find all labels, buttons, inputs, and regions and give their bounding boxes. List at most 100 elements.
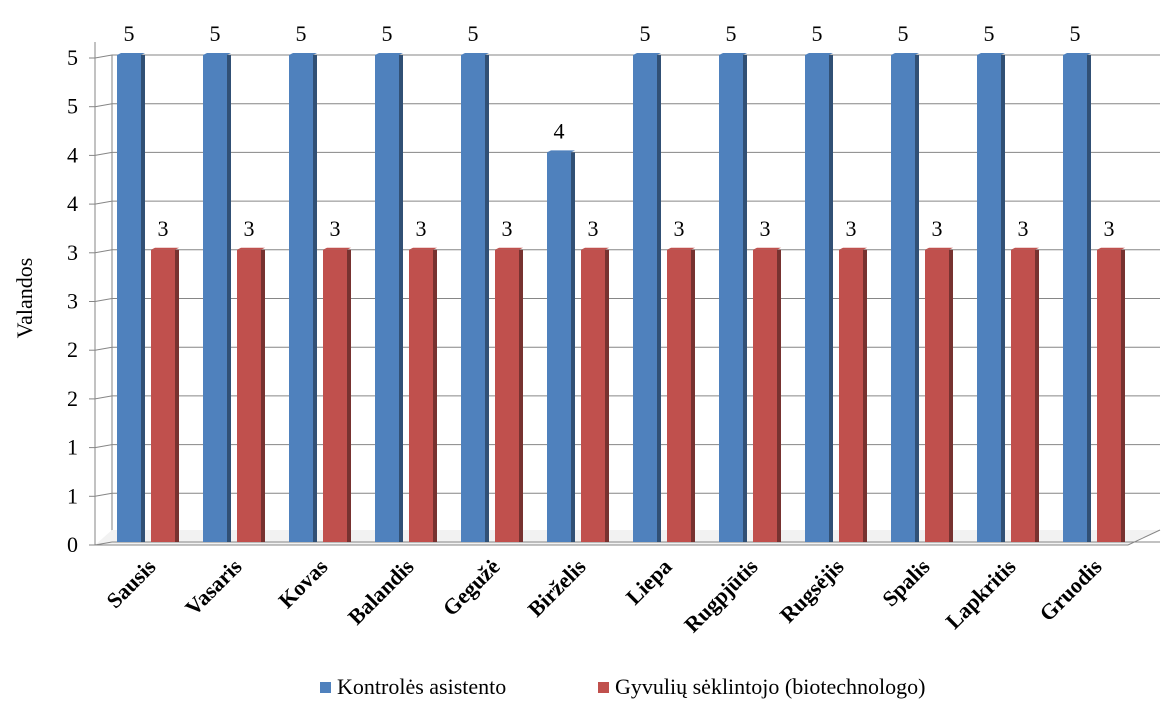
bar-top-kontroles (891, 53, 919, 55)
bar-side-gyvuliu (1121, 249, 1125, 543)
gridline-side (94, 492, 113, 497)
data-label: 4 (554, 118, 565, 143)
bar-top-kontroles (977, 53, 1005, 55)
x-tick-label: Rugsėjis (775, 554, 849, 628)
y-tick-label: 0 (67, 532, 78, 557)
bar-side-gyvuliu (949, 249, 953, 543)
bar-gyvuliu (925, 249, 949, 543)
bar-side-kontroles (571, 152, 575, 542)
gridline-side (94, 151, 113, 156)
bar-top-gyvuliu (409, 247, 437, 250)
bar-side-gyvuliu (777, 249, 781, 543)
bar-kontroles (1063, 55, 1087, 542)
bar-kontroles (891, 55, 915, 542)
legend-item-kontroles: Kontrolės asistento (320, 674, 506, 700)
legend-swatch-red (598, 681, 609, 693)
bar-kontroles (289, 55, 313, 542)
bar-side-kontroles (141, 55, 145, 542)
gridline-side (94, 346, 113, 351)
y-tick-label: 1 (67, 435, 78, 460)
bar-gyvuliu (151, 249, 175, 543)
gridline-side (94, 444, 113, 449)
data-label: 5 (124, 21, 135, 46)
y-tick-label: 3 (67, 240, 78, 265)
data-label: 3 (330, 216, 341, 241)
bar-side-kontroles (1001, 55, 1005, 542)
x-tick-label: Birželis (523, 554, 591, 622)
bar-side-kontroles (915, 55, 919, 542)
data-label: 3 (244, 216, 255, 241)
data-label: 5 (984, 21, 995, 46)
gridline-side (94, 200, 113, 205)
bar-gyvuliu (409, 249, 433, 543)
x-tick-label: Rugpjūtis (679, 554, 763, 638)
bar-gyvuliu (581, 249, 605, 543)
bar-top-kontroles (203, 53, 231, 55)
bar-side-kontroles (313, 55, 317, 542)
bar-kontroles (805, 55, 829, 542)
data-label: 3 (846, 216, 857, 241)
x-tick-label: Gruodis (1034, 554, 1106, 626)
bar-kontroles (719, 55, 743, 542)
bar-side-gyvuliu (519, 249, 523, 543)
bar-gyvuliu (839, 249, 863, 543)
data-label: 3 (502, 216, 513, 241)
data-label: 5 (468, 21, 479, 46)
data-label: 5 (296, 21, 307, 46)
bar-side-gyvuliu (691, 249, 695, 543)
bars (117, 53, 1125, 543)
bar-side-gyvuliu (433, 249, 437, 543)
y-tick-label: 5 (67, 94, 78, 119)
bar-gyvuliu (323, 249, 347, 543)
bar-gyvuliu (667, 249, 691, 543)
bar-top-gyvuliu (925, 247, 953, 250)
data-label: 3 (674, 216, 685, 241)
bar-top-gyvuliu (753, 247, 781, 250)
x-tick-label: Liepa (621, 554, 677, 610)
bar-kontroles (461, 55, 485, 542)
bar-top-gyvuliu (667, 247, 695, 250)
x-tick-label: Lapkritis (941, 554, 1021, 634)
bar-gyvuliu (495, 249, 519, 543)
bar-side-gyvuliu (175, 249, 179, 543)
gridline-side (94, 298, 113, 302)
data-label: 5 (210, 21, 221, 46)
bar-top-kontroles (547, 150, 575, 153)
bar-top-gyvuliu (237, 247, 265, 250)
bar-top-kontroles (375, 53, 403, 55)
data-label: 5 (726, 21, 737, 46)
gridline-side (94, 103, 113, 108)
bar-side-kontroles (743, 55, 747, 542)
x-tick-label: Sausis (101, 554, 160, 613)
x-tick-label: Gegužė (438, 554, 505, 621)
data-label: 5 (382, 21, 393, 46)
bar-top-kontroles (633, 53, 661, 55)
y-tick-label: 2 (67, 337, 78, 362)
bar-gyvuliu (1011, 249, 1035, 543)
bar-kontroles (375, 55, 399, 542)
bar-top-gyvuliu (323, 247, 351, 250)
bar-kontroles (117, 55, 141, 542)
data-label: 3 (760, 216, 771, 241)
bar-kontroles (547, 152, 571, 542)
bar-gyvuliu (1097, 249, 1121, 543)
bar-side-gyvuliu (261, 249, 265, 543)
data-label: 5 (898, 21, 909, 46)
y-tick-label: 1 (67, 483, 78, 508)
bar-kontroles (977, 55, 1001, 542)
data-label: 3 (158, 216, 169, 241)
bar-side-kontroles (399, 55, 403, 542)
x-tick-label: Kovas (273, 554, 332, 613)
gridline-side (94, 541, 113, 546)
gridline-side (94, 249, 113, 254)
bar-side-kontroles (1087, 55, 1091, 542)
data-label: 5 (640, 21, 651, 46)
bar-side-kontroles (485, 55, 489, 542)
bar-side-kontroles (227, 55, 231, 542)
x-tick-label: Balandis (343, 554, 419, 630)
bar-side-gyvuliu (1035, 249, 1039, 543)
gridline-side (94, 395, 113, 400)
data-label: 3 (932, 216, 943, 241)
bar-gyvuliu (753, 249, 777, 543)
